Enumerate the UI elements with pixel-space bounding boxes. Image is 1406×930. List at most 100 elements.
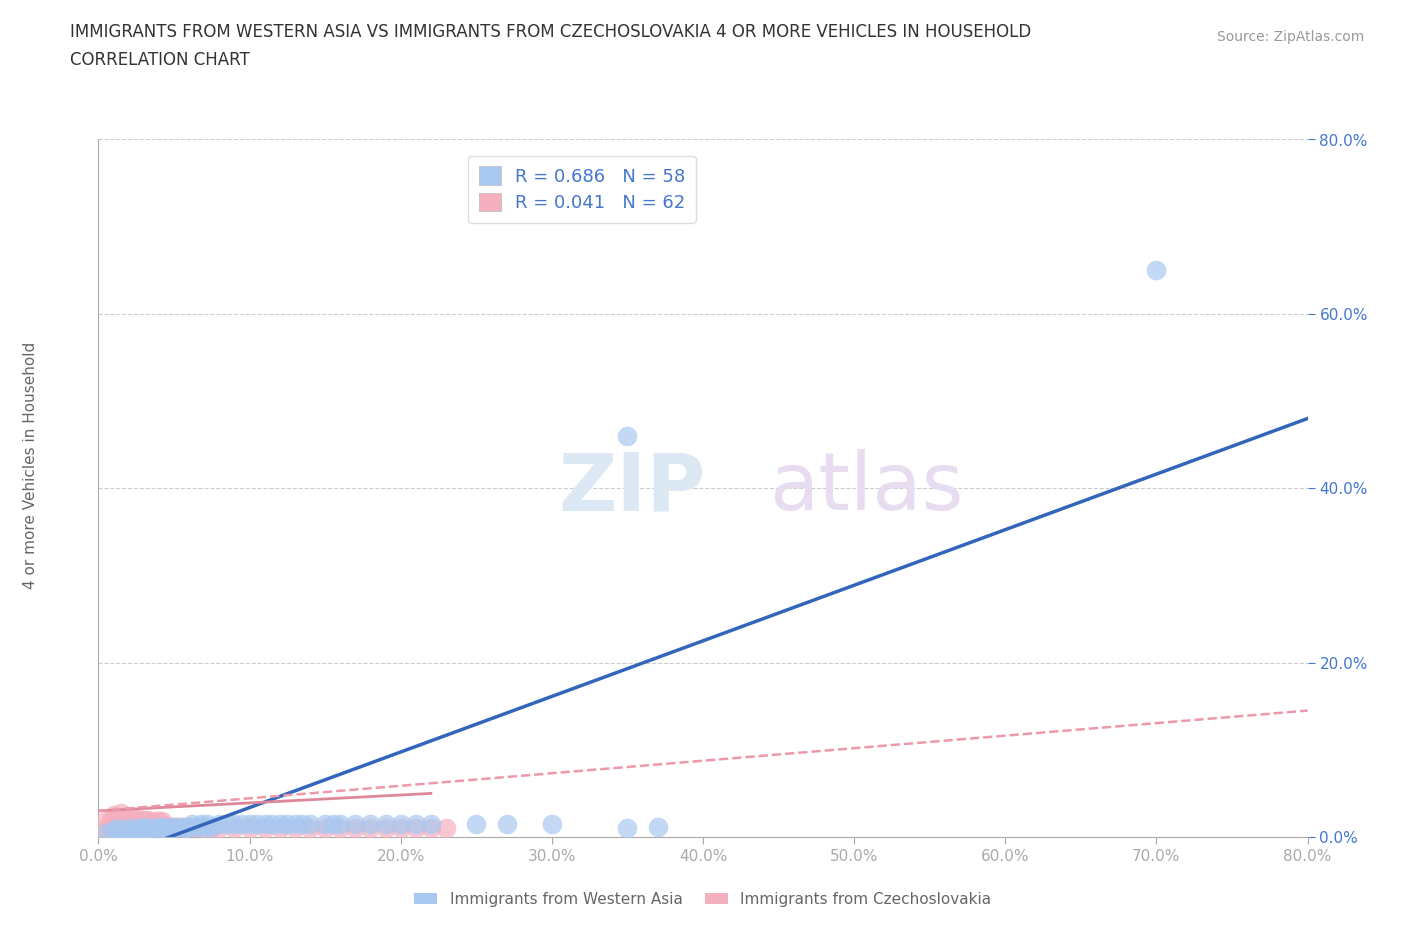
- Point: [160, 819, 183, 834]
- Point: [148, 819, 170, 834]
- Point: [150, 814, 173, 829]
- Point: [166, 819, 188, 834]
- Point: [540, 817, 562, 831]
- Point: [181, 817, 204, 831]
- Point: [291, 817, 314, 831]
- Point: [224, 821, 246, 836]
- Point: [145, 814, 167, 829]
- Point: [121, 810, 143, 825]
- Point: [344, 821, 367, 836]
- Legend: Immigrants from Western Asia, Immigrants from Czechoslovakia: Immigrants from Western Asia, Immigrants…: [408, 886, 998, 913]
- Point: [186, 819, 208, 834]
- Point: [114, 821, 136, 836]
- Point: [163, 821, 186, 836]
- Point: [170, 819, 193, 834]
- Point: [434, 821, 457, 836]
- Point: [231, 817, 253, 831]
- Point: [419, 817, 441, 831]
- Point: [103, 812, 125, 827]
- Point: [299, 821, 322, 836]
- Point: [329, 821, 352, 836]
- Point: [616, 821, 638, 836]
- Point: [465, 817, 488, 831]
- Point: [360, 821, 382, 836]
- Point: [239, 817, 262, 831]
- Point: [314, 821, 336, 836]
- Text: ZIP: ZIP: [558, 449, 706, 527]
- Point: [103, 823, 125, 837]
- Point: [100, 823, 122, 837]
- Point: [262, 817, 284, 831]
- Point: [129, 823, 152, 837]
- Point: [121, 823, 143, 838]
- Point: [177, 819, 201, 834]
- Point: [148, 814, 170, 829]
- Point: [314, 817, 336, 831]
- Text: IMMIGRANTS FROM WESTERN ASIA VS IMMIGRANTS FROM CZECHOSLOVAKIA 4 OR MORE VEHICLE: IMMIGRANTS FROM WESTERN ASIA VS IMMIGRAN…: [70, 23, 1032, 41]
- Text: CORRELATION CHART: CORRELATION CHART: [70, 51, 250, 69]
- Legend: R = 0.686   N = 58, R = 0.041   N = 62: R = 0.686 N = 58, R = 0.041 N = 62: [468, 155, 696, 223]
- Point: [360, 817, 382, 831]
- Point: [135, 812, 157, 827]
- Point: [329, 817, 352, 831]
- Point: [163, 819, 186, 834]
- Point: [170, 819, 193, 834]
- Point: [132, 821, 155, 836]
- Point: [110, 824, 132, 839]
- Point: [647, 819, 669, 834]
- Text: 4 or more Vehicles in Household: 4 or more Vehicles in Household: [24, 341, 38, 589]
- Point: [103, 808, 125, 823]
- Point: [201, 821, 224, 836]
- Point: [114, 810, 136, 825]
- Point: [132, 819, 155, 834]
- Point: [253, 817, 276, 831]
- Point: [269, 817, 291, 831]
- Point: [374, 821, 396, 836]
- Point: [129, 812, 152, 827]
- Point: [193, 821, 215, 836]
- Point: [186, 819, 208, 834]
- Point: [150, 819, 173, 834]
- Point: [253, 821, 276, 836]
- Point: [141, 814, 163, 829]
- Text: atlas: atlas: [769, 449, 965, 527]
- Point: [405, 817, 427, 831]
- Point: [284, 821, 307, 836]
- Point: [100, 814, 122, 829]
- Point: [148, 821, 170, 836]
- Point: [135, 819, 157, 834]
- Point: [269, 821, 291, 836]
- Point: [132, 812, 155, 827]
- Point: [150, 819, 173, 834]
- Point: [195, 817, 218, 831]
- Point: [190, 817, 212, 831]
- Point: [284, 817, 307, 831]
- Point: [94, 821, 117, 836]
- Point: [495, 817, 517, 831]
- Point: [145, 819, 167, 834]
- Point: [105, 823, 128, 837]
- Point: [118, 810, 141, 825]
- Point: [374, 817, 396, 831]
- Point: [344, 817, 367, 831]
- Point: [121, 821, 143, 836]
- Point: [103, 821, 125, 836]
- Point: [246, 817, 269, 831]
- Point: [141, 819, 163, 834]
- Point: [160, 819, 183, 834]
- Point: [405, 821, 427, 836]
- Point: [208, 817, 231, 831]
- Point: [201, 819, 224, 834]
- Point: [110, 812, 132, 827]
- Point: [1144, 263, 1167, 278]
- Point: [129, 819, 152, 834]
- Point: [389, 817, 412, 831]
- Point: [193, 819, 215, 834]
- Point: [239, 821, 262, 836]
- Point: [118, 821, 141, 836]
- Point: [105, 814, 128, 829]
- Point: [208, 821, 231, 836]
- Point: [389, 821, 412, 836]
- Point: [215, 817, 238, 831]
- Point: [181, 819, 204, 834]
